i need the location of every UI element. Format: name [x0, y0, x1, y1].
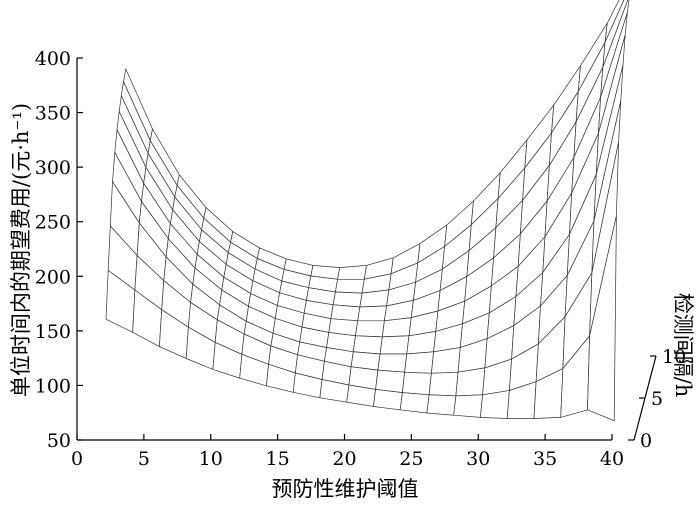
- x-tick-label: 5: [138, 448, 150, 470]
- surface-cell: [330, 304, 361, 322]
- x-tick-label: 25: [399, 448, 423, 470]
- surface-cell: [453, 394, 483, 418]
- z-tick-label: 300: [35, 157, 71, 179]
- y-tick-label: 10: [662, 346, 686, 368]
- x-tick-label: 0: [71, 448, 83, 470]
- surface-cell: [428, 371, 459, 397]
- x-axis-title: 预防性维护阈值: [272, 477, 419, 501]
- surface-cell: [377, 353, 408, 373]
- surface-cell: [352, 335, 383, 355]
- surface-cell: [355, 320, 385, 338]
- surface-cell: [431, 347, 461, 374]
- z-tick-label: 350: [35, 103, 71, 125]
- surface-cell: [455, 367, 486, 397]
- surface-cell: [587, 215, 617, 422]
- x-tick-label: 40: [600, 448, 624, 470]
- surface-cell: [379, 335, 410, 355]
- surface-cell: [399, 392, 430, 414]
- surface-cell: [373, 389, 403, 411]
- y-tick-label: 5: [651, 388, 663, 410]
- y-axis-title: 检测间隔/h: [671, 293, 695, 398]
- x-tick-label: 10: [199, 448, 223, 470]
- y-tick-label: 0: [640, 430, 652, 452]
- surface-cell: [334, 278, 365, 294]
- surface-mesh: [105, 0, 630, 422]
- surface-cell: [402, 371, 432, 396]
- x-tick-label: 15: [266, 448, 290, 470]
- surface-cell: [332, 291, 363, 308]
- z-tick-label: 400: [35, 48, 71, 70]
- surface-cell: [404, 351, 434, 374]
- surface-cell: [381, 317, 412, 338]
- z-tick-label: 100: [35, 375, 71, 397]
- surface-cell: [480, 390, 510, 419]
- surface-cell: [337, 265, 367, 280]
- surface-cell: [426, 394, 457, 416]
- surface-cell: [375, 369, 405, 393]
- z-tick-label: 150: [35, 321, 71, 343]
- z-tick-label: 250: [35, 212, 71, 234]
- surface-cell: [357, 305, 388, 322]
- z-tick-label: 200: [35, 266, 71, 288]
- z-tick-label: 50: [47, 430, 71, 452]
- x-tick-label: 20: [332, 448, 356, 470]
- chart-axes: [76, 57, 657, 441]
- x-tick-label: 35: [533, 448, 557, 470]
- x-tick-label: 30: [466, 448, 490, 470]
- z-axis-title: 单位时间内的期望费用/(元·h⁻¹): [9, 103, 33, 397]
